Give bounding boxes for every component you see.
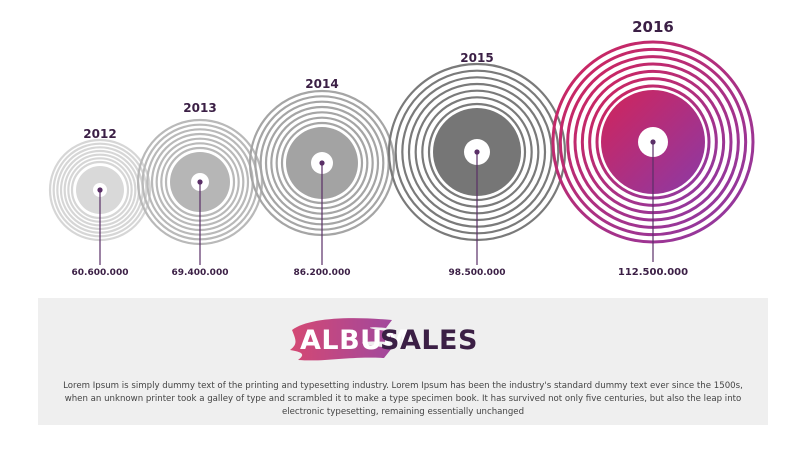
paint-brush-stroke (290, 318, 396, 361)
record-2013: 2013 69.400.000 (136, 101, 264, 278)
record-stem-dot (319, 160, 325, 166)
year-label: 2014 (305, 77, 338, 91)
record-2012: 2012 60.600.000 (48, 127, 152, 278)
year-label: 2012 (83, 127, 116, 141)
record-2016: 2016 112.500.000 (551, 18, 755, 278)
record-stem-dot (197, 179, 203, 185)
sales-value-label: 69.400.000 (172, 268, 229, 278)
sales-value-label: 60.600.000 (72, 268, 129, 278)
record-stem-dot (650, 139, 656, 145)
sales-value-label: 112.500.000 (618, 267, 688, 278)
record-stem-dot (474, 149, 480, 155)
description-text: Lorem Ipsum is simply dummy text of the … (63, 381, 743, 417)
record-stem-dot (97, 187, 103, 193)
record-2014: 2014 86.200.000 (248, 77, 396, 278)
album-records-graphic: 2012 60.600.000 2013 69.400.000 2014 86.200.0… (48, 18, 755, 278)
year-label: 2013 (183, 101, 216, 115)
year-label: 2016 (632, 18, 674, 36)
album-sales-title: ALBUM SALES (288, 312, 488, 368)
sales-value-label: 98.500.000 (449, 268, 506, 278)
title-word-album: ALBUM (300, 325, 410, 356)
year-label: 2015 (460, 51, 493, 65)
sales-value-label: 86.200.000 (294, 268, 351, 278)
title-word-sales: SALES (380, 325, 478, 356)
record-2015: 2015 98.500.000 (387, 51, 567, 278)
album-sales-panel (38, 298, 768, 425)
